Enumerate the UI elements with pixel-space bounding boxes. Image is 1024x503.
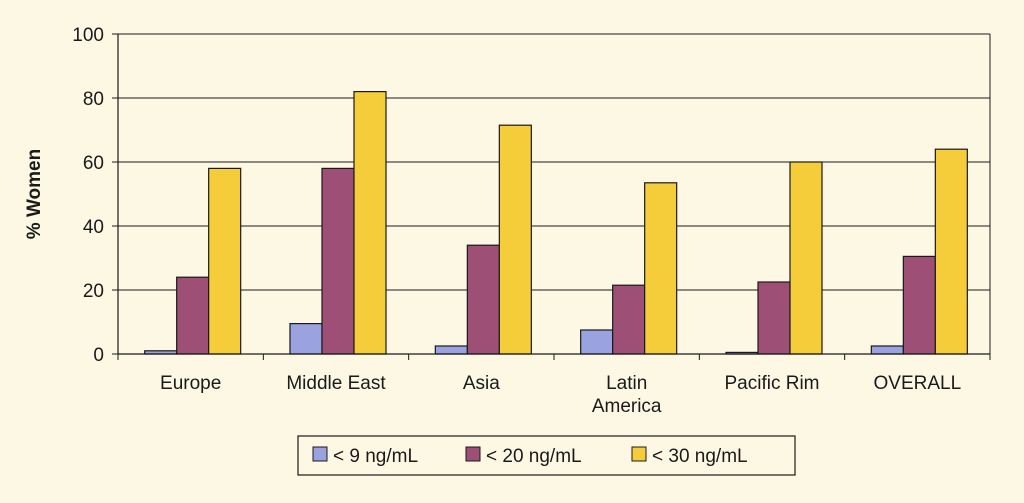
y-tick-label: 20	[83, 281, 104, 302]
x-tick-label: Asia	[463, 373, 500, 394]
bar	[612, 284, 646, 355]
bar	[902, 255, 936, 355]
bar	[580, 329, 614, 355]
gridlines	[118, 33, 990, 291]
bar	[434, 345, 468, 355]
x-tick-label: OVERALL	[874, 373, 962, 394]
legend: < 9 ng/mL < 20 ng/mL < 30 ng/mL	[297, 435, 796, 476]
x-tick-label: Middle East	[286, 373, 386, 394]
x-tick-label: Latin America	[592, 373, 662, 417]
bar	[208, 167, 242, 355]
bar	[498, 124, 532, 355]
bar	[757, 281, 791, 355]
bar	[176, 276, 210, 355]
legend-swatch	[312, 446, 328, 462]
y-tick-label: 80	[83, 89, 104, 110]
legend-label: < 30 ng/mL	[652, 446, 748, 467]
bar	[644, 182, 678, 355]
legend-swatch	[631, 446, 647, 462]
y-axis-label: % Women	[24, 149, 45, 239]
bar	[466, 244, 500, 355]
bar	[321, 167, 355, 355]
x-tick-label: Pacific Rim	[724, 373, 819, 394]
bar	[934, 148, 968, 355]
legend-label: < 9 ng/mL	[333, 446, 418, 467]
bar	[789, 161, 823, 355]
bar	[870, 345, 904, 355]
bar	[289, 323, 323, 355]
legend-swatch	[465, 446, 481, 462]
y-tick-label: 40	[83, 217, 104, 238]
bars	[144, 90, 968, 355]
y-tick-label: 100	[72, 25, 104, 46]
x-tick-label: Europe	[160, 373, 221, 394]
bar	[353, 90, 387, 355]
legend-label: < 20 ng/mL	[486, 446, 582, 467]
axes: 0 20 40 60 80 100 Europe Middle East Asia Latin Am…	[72, 25, 991, 417]
y-tick-label: 60	[83, 153, 104, 174]
legend-box	[297, 435, 796, 476]
y-tick-label: 0	[93, 345, 104, 366]
